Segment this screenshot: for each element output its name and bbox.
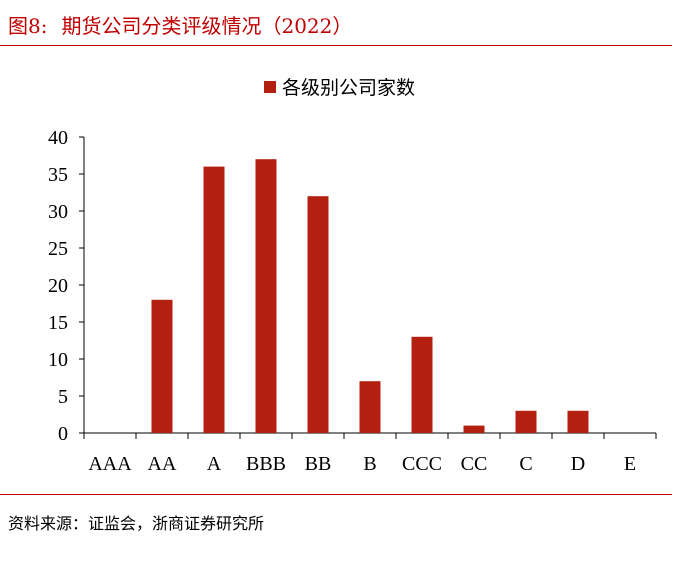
x-tick-label: B <box>363 453 376 475</box>
x-tick-label: E <box>624 453 636 475</box>
legend-label: 各级别公司家数 <box>282 77 415 99</box>
bar-bbb <box>255 159 277 433</box>
bar-aa <box>151 299 173 433</box>
bar-cc <box>463 425 485 433</box>
y-tick-label: 20 <box>48 275 68 297</box>
figure-title-text: 期货公司分类评级情况（2022） <box>61 14 353 38</box>
legend-swatch <box>264 81 276 93</box>
legend: 各级别公司家数 <box>264 77 415 99</box>
y-axis: 0 5 10 15 20 25 30 35 40 <box>48 127 85 445</box>
bars <box>151 159 589 433</box>
title-divider <box>0 45 672 46</box>
bar-c <box>515 410 537 433</box>
y-tick-label: 0 <box>58 423 68 445</box>
x-tick-label: D <box>571 453 585 475</box>
source-note: 资料来源：证监会，浙商证券研究所 <box>8 514 265 533</box>
y-tick-label: 15 <box>48 312 68 334</box>
source-divider <box>0 494 672 495</box>
x-tick-label: A <box>207 453 222 475</box>
x-axis: AAA AA A BBB BB B CCC CC C D E <box>83 432 657 475</box>
bar-ccc <box>411 336 433 433</box>
x-tick-label: AA <box>148 453 177 475</box>
y-tick-label: 25 <box>48 238 68 260</box>
x-tick-label: AAA <box>88 453 132 475</box>
y-tick-label: 40 <box>48 127 68 149</box>
y-tick-label: 35 <box>48 164 68 186</box>
x-tick-label: C <box>519 453 532 475</box>
x-tick-label: BB <box>305 453 332 475</box>
figure-title: 图8: 期货公司分类评级情况（2022） <box>8 10 352 39</box>
x-tick-label: CCC <box>402 453 442 475</box>
y-tick-label: 30 <box>48 201 68 223</box>
y-tick-label: 10 <box>48 349 68 371</box>
bar-b <box>359 381 381 433</box>
bar-a <box>203 166 225 433</box>
figure-label: 图8: <box>8 14 48 38</box>
bar-bb <box>307 196 329 433</box>
x-tick-label: CC <box>461 453 488 475</box>
bar-d <box>567 410 589 433</box>
y-tick-label: 5 <box>58 386 68 408</box>
x-tick-label: BBB <box>246 453 286 475</box>
